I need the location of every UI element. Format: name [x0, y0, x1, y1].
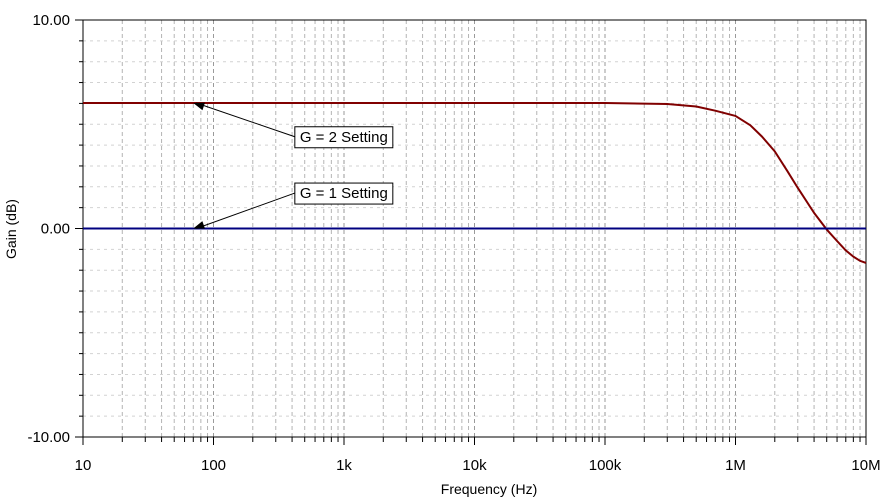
annotation-layer: G = 2 Setting G = 1 Setting — [193, 102, 394, 229]
x-axis-label: Frequency (Hz) — [441, 481, 537, 497]
annotation-callout: G = 1 Setting — [193, 182, 394, 229]
annotation-callout: G = 2 Setting — [193, 102, 394, 149]
annotation-arrowhead — [193, 102, 205, 111]
series-line-1 — [83, 101, 867, 264]
y-tick-label: -10.00 — [27, 429, 70, 446]
annotation-label: G = 1 Setting — [300, 185, 388, 202]
x-tick-label: 10k — [462, 457, 487, 474]
series-layer — [83, 101, 867, 264]
y-tick-labels: 10.00 0.00 -10.00 — [27, 12, 70, 446]
annotation-arrow-line — [196, 102, 295, 138]
minor-grid — [83, 20, 866, 437]
x-tick-label: 1M — [725, 457, 746, 474]
annotation-label: G = 2 Setting — [300, 129, 388, 146]
annotation-arrowhead — [193, 221, 205, 229]
x-tick-label: 10M — [851, 457, 880, 474]
x-tick-labels: 10 100 1k 10k 100k 1M 10M — [75, 457, 881, 474]
annotation-box — [294, 126, 394, 149]
annotation-arrow-line — [196, 192, 296, 229]
y-axis-label: Gain (dB) — [3, 199, 19, 259]
y-tick-label: 10.00 — [32, 12, 70, 29]
x-tick-label: 10 — [75, 457, 92, 474]
x-tick-label: 100k — [589, 457, 622, 474]
x-tick-label: 1k — [336, 457, 352, 474]
y-tick-label: 0.00 — [41, 221, 70, 238]
x-minor-ticks — [75, 19, 867, 445]
x-tick-label: 100 — [201, 457, 226, 474]
